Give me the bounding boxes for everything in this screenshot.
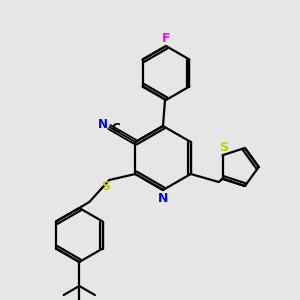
Text: F: F (162, 32, 170, 44)
Text: N: N (98, 118, 108, 131)
Text: N: N (158, 193, 168, 206)
Text: S: S (219, 141, 228, 154)
Text: S: S (101, 179, 110, 193)
Text: C: C (111, 122, 120, 136)
